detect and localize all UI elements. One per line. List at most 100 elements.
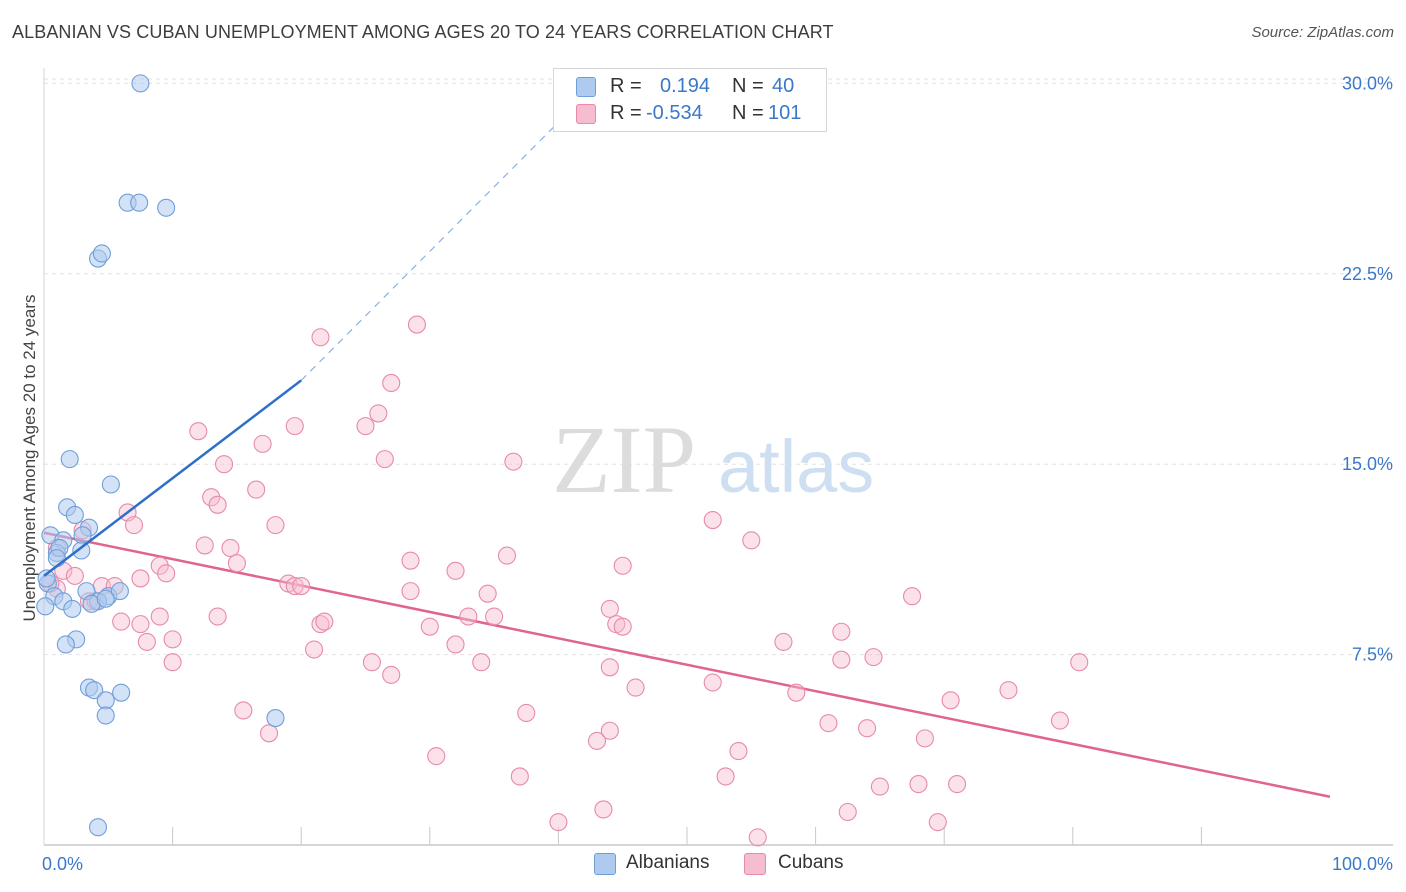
albanian-point bbox=[65, 505, 84, 525]
cuban-point bbox=[427, 747, 446, 766]
cuban-point bbox=[510, 767, 529, 786]
cuban-point bbox=[362, 653, 381, 672]
cuban-point bbox=[221, 538, 240, 558]
albanian-point bbox=[112, 683, 131, 702]
albanian-n-value: 40 bbox=[772, 75, 795, 97]
cuban-point bbox=[613, 556, 632, 575]
albanians-swatch bbox=[594, 853, 616, 875]
cuban-point bbox=[131, 569, 150, 588]
cuban-point bbox=[1050, 711, 1069, 730]
cuban-point bbox=[124, 516, 144, 535]
watermark-atlas: atlas bbox=[718, 425, 874, 508]
cuban-point bbox=[594, 800, 613, 819]
cuban-point bbox=[420, 617, 439, 636]
cuban-point bbox=[285, 577, 304, 596]
albanian-point bbox=[131, 74, 150, 93]
cuban-point bbox=[613, 617, 632, 636]
albanian-point bbox=[130, 193, 149, 212]
albanian-point bbox=[37, 569, 56, 588]
cuban-point bbox=[870, 777, 889, 796]
cuban-point bbox=[748, 828, 767, 847]
cuban-point bbox=[253, 434, 272, 453]
cuban-point bbox=[774, 632, 793, 651]
y-tick-label: 30.0% bbox=[1342, 73, 1393, 93]
x-tick-label: 100.0% bbox=[1332, 854, 1393, 874]
cuban-point bbox=[163, 630, 182, 649]
cuban-point bbox=[401, 551, 420, 570]
albanian-r-label: R = bbox=[610, 75, 642, 97]
cuban-point bbox=[150, 607, 169, 626]
cuban-point bbox=[137, 632, 156, 651]
x-tick-marks bbox=[172, 827, 1202, 845]
cuban-point bbox=[356, 417, 375, 436]
albanian-trend-line bbox=[43, 379, 302, 577]
cuban-point bbox=[401, 582, 420, 601]
cuban-point bbox=[292, 577, 311, 596]
watermark-zip: ZIP bbox=[552, 406, 696, 513]
albanian-point bbox=[47, 549, 66, 568]
axes bbox=[43, 68, 1393, 846]
albanian-point bbox=[266, 709, 285, 728]
cuban-point bbox=[315, 612, 334, 631]
cuban-point bbox=[838, 802, 857, 822]
cuban-point bbox=[369, 404, 388, 423]
y-tick-label: 22.5% bbox=[1342, 264, 1393, 284]
albanian-point bbox=[101, 475, 120, 494]
cuban-point bbox=[234, 701, 253, 720]
cuban-point bbox=[382, 373, 401, 393]
cuban-point bbox=[305, 640, 324, 659]
gridlines bbox=[44, 78, 1393, 656]
cuban-points bbox=[41, 315, 1089, 847]
albanian-swatch bbox=[576, 77, 596, 97]
cuban-point bbox=[485, 607, 504, 626]
cuban-point bbox=[247, 480, 266, 499]
albanian-point bbox=[72, 541, 91, 560]
cuban-point bbox=[549, 813, 568, 832]
cuban-r-label: R = bbox=[610, 102, 642, 124]
cuban-point bbox=[285, 417, 304, 436]
cuban-point bbox=[311, 328, 330, 347]
cuban-point bbox=[478, 584, 497, 603]
albanian-r-value: 0.194 bbox=[660, 75, 711, 97]
source-credit: Source: ZipAtlas.com bbox=[1251, 24, 1394, 41]
cuban-point bbox=[819, 714, 838, 733]
cuban-point bbox=[382, 665, 401, 684]
y-axis-title: Unemployment Among Ages 20 to 24 years bbox=[20, 295, 39, 622]
legend-row-cuban: R = -0.534 N = 101 bbox=[554, 102, 826, 128]
y-tick-label: 15.0% bbox=[1342, 454, 1393, 474]
albanian-n-label: N = bbox=[732, 75, 764, 97]
albanian-point bbox=[56, 635, 75, 654]
cuban-point bbox=[999, 681, 1018, 700]
cuban-point bbox=[948, 775, 967, 794]
cuban-point bbox=[189, 422, 208, 441]
albanian-point bbox=[96, 691, 115, 710]
cubans-swatch bbox=[744, 853, 766, 875]
cuban-point bbox=[266, 516, 285, 535]
cuban-point bbox=[112, 612, 131, 631]
cuban-point bbox=[864, 648, 883, 667]
cuban-point bbox=[407, 315, 426, 334]
albanian-points bbox=[36, 74, 302, 837]
albanians-label: Albanians bbox=[626, 852, 710, 873]
cuban-point bbox=[65, 566, 84, 585]
cuban-point bbox=[857, 719, 877, 738]
cuban-point bbox=[195, 536, 214, 555]
cuban-point bbox=[208, 607, 227, 626]
cuban-point bbox=[703, 673, 722, 692]
cuban-point bbox=[941, 691, 960, 710]
albanian-point bbox=[157, 198, 176, 217]
cuban-point bbox=[472, 653, 491, 672]
cuban-point bbox=[459, 607, 478, 626]
cuban-n-label: N = bbox=[732, 102, 764, 124]
chart-title: ALBANIAN VS CUBAN UNEMPLOYMENT AMONG AGE… bbox=[12, 22, 834, 42]
x-tick-labels: 0.0% 100.0% bbox=[42, 854, 1393, 874]
cubans-label: Cubans bbox=[778, 852, 844, 873]
cuban-swatch bbox=[576, 104, 596, 124]
cuban-point bbox=[902, 587, 922, 606]
cuban-point bbox=[787, 683, 806, 702]
cuban-point bbox=[832, 622, 851, 641]
albanian-point bbox=[36, 597, 55, 616]
cuban-point bbox=[600, 599, 619, 618]
albanian-point bbox=[85, 681, 104, 700]
